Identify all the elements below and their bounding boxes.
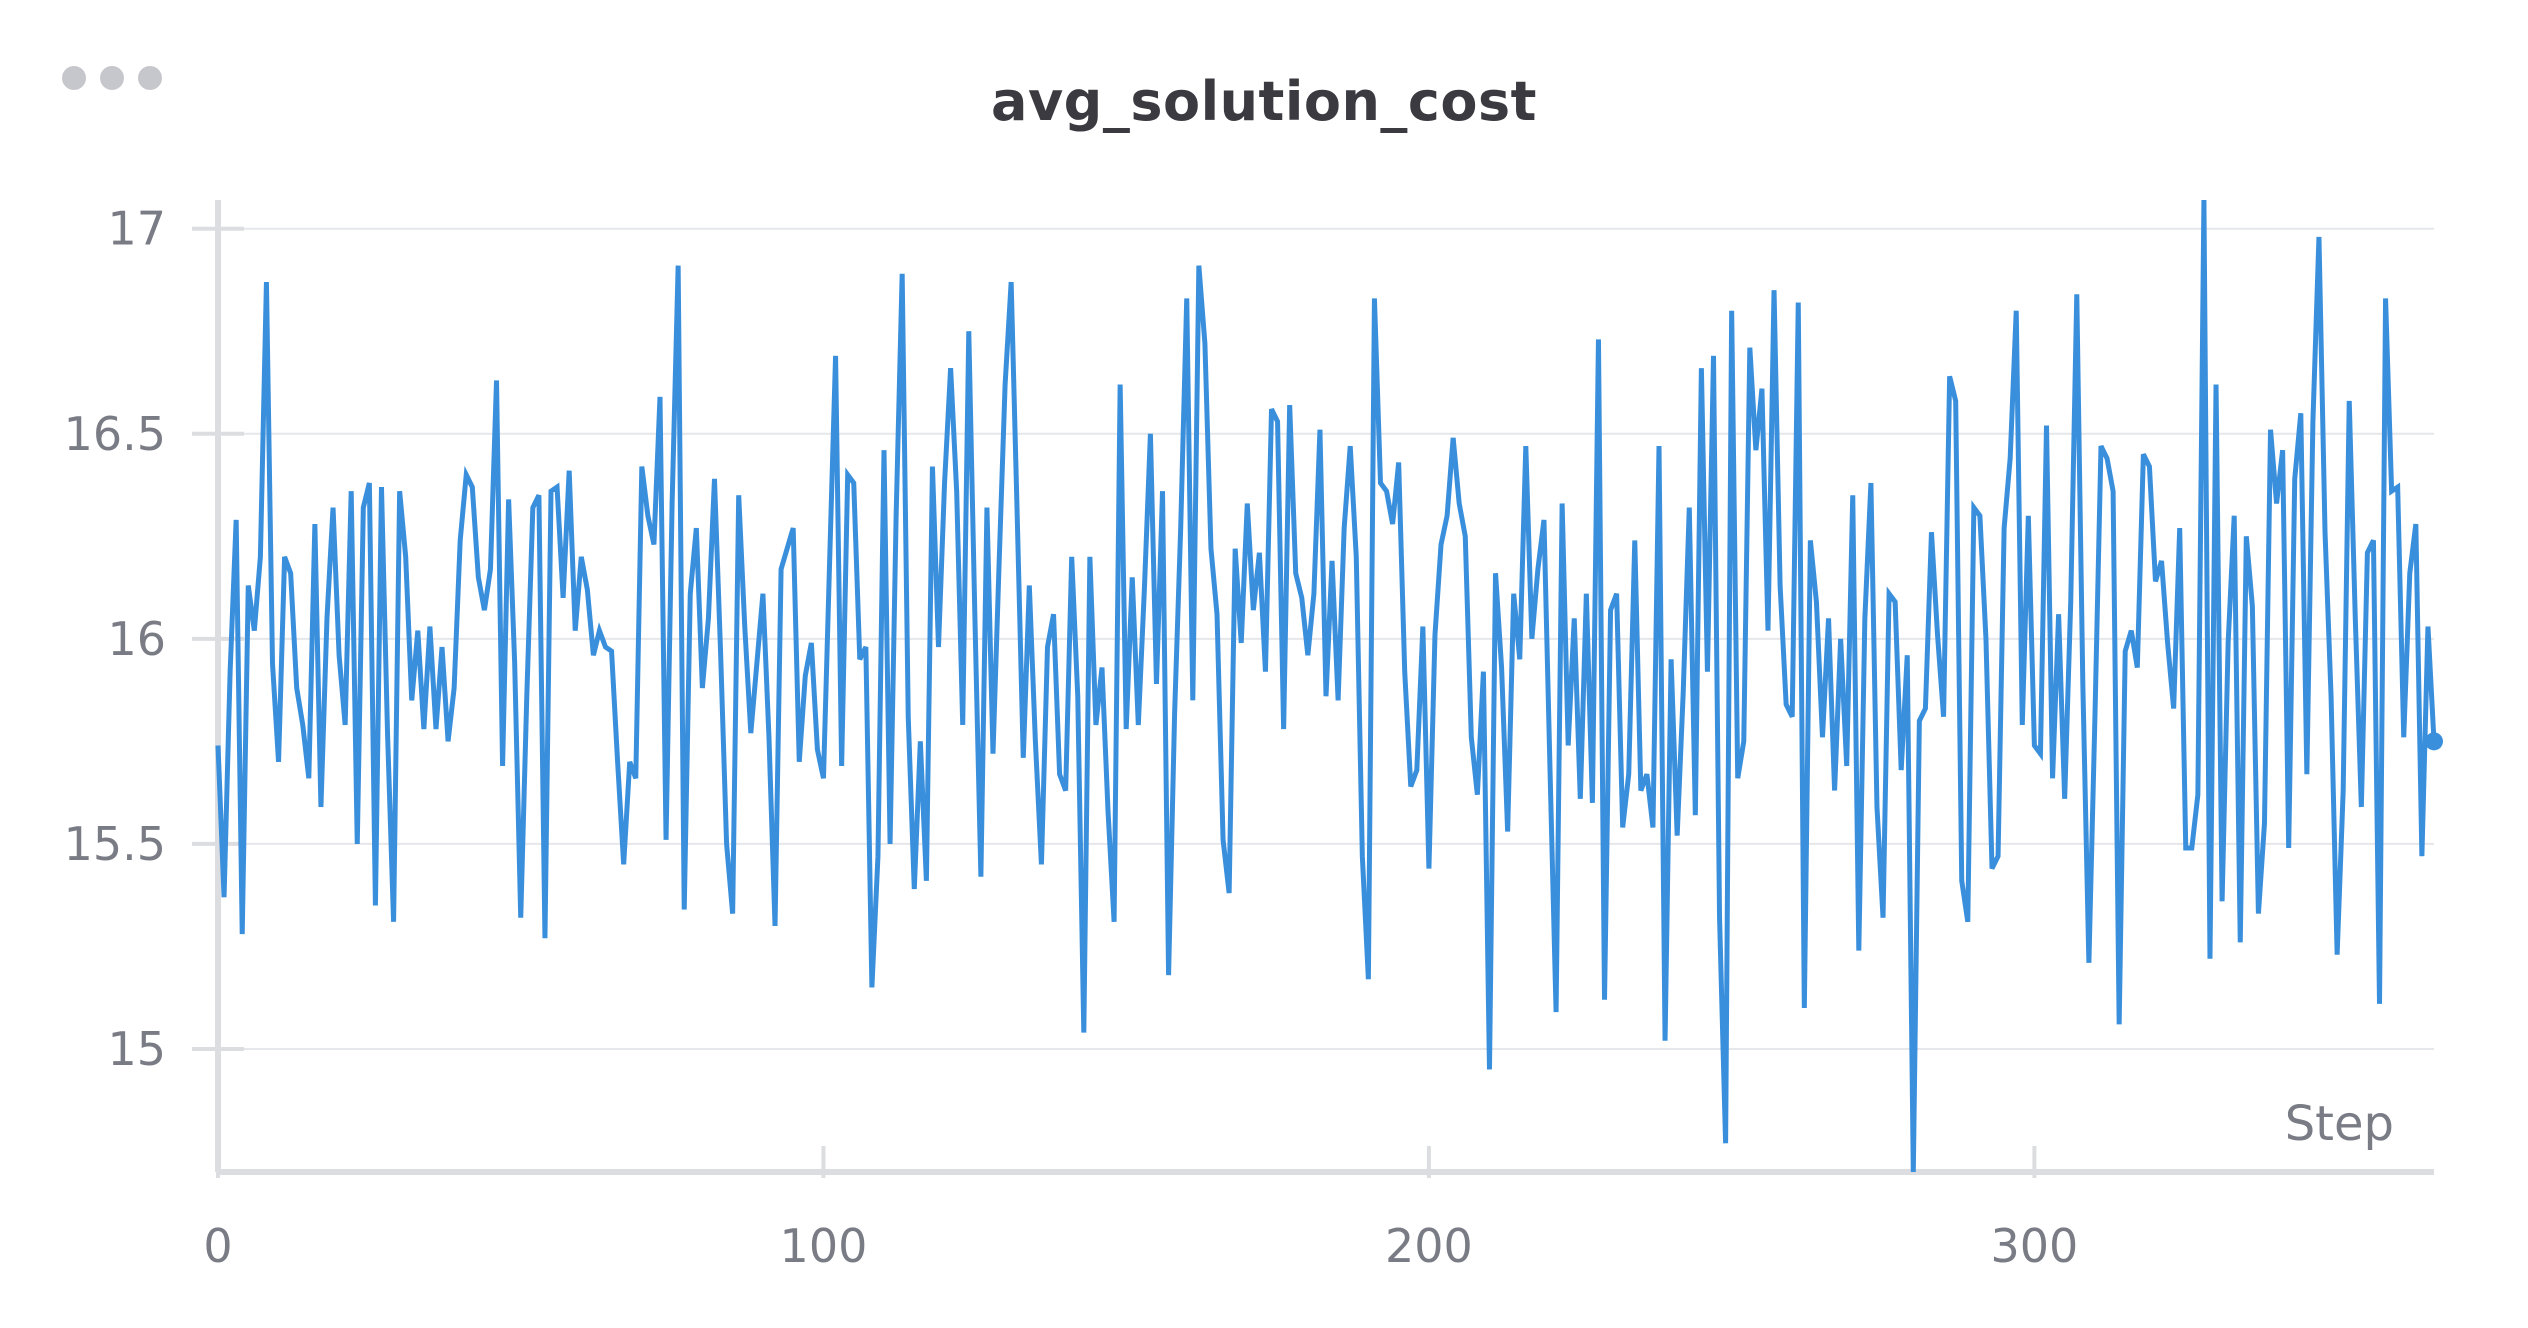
more-options-icon[interactable] — [62, 66, 162, 90]
series-line[interactable] — [215, 199, 2437, 1173]
series-group — [215, 199, 2443, 1173]
y-tick-label: 15 — [107, 1022, 166, 1076]
x-tick-label: 200 — [1385, 1219, 1473, 1273]
chart-title: avg_solution_cost — [991, 70, 1537, 133]
axes — [192, 200, 2434, 1178]
y-tick-label: 16 — [107, 612, 166, 666]
menu-dot — [138, 66, 162, 90]
grid-lines — [218, 227, 2434, 1050]
y-tick-label: 15.5 — [64, 817, 166, 871]
series-end-point[interactable] — [2425, 732, 2443, 751]
y-tick-labels: 15 15.5 16 16.5 17 — [64, 202, 166, 1076]
menu-dot — [62, 66, 86, 90]
x-tick-labels: 0 100 200 300 — [203, 1219, 2078, 1273]
x-tick-label: 300 — [1990, 1219, 2078, 1273]
y-tick-label: 16.5 — [64, 407, 166, 461]
x-axis-label: Step — [2285, 1096, 2394, 1152]
menu-dot — [100, 66, 124, 90]
x-tick-label: 0 — [203, 1219, 232, 1273]
x-tick-label: 100 — [780, 1219, 868, 1273]
y-tick-label: 17 — [107, 202, 166, 256]
